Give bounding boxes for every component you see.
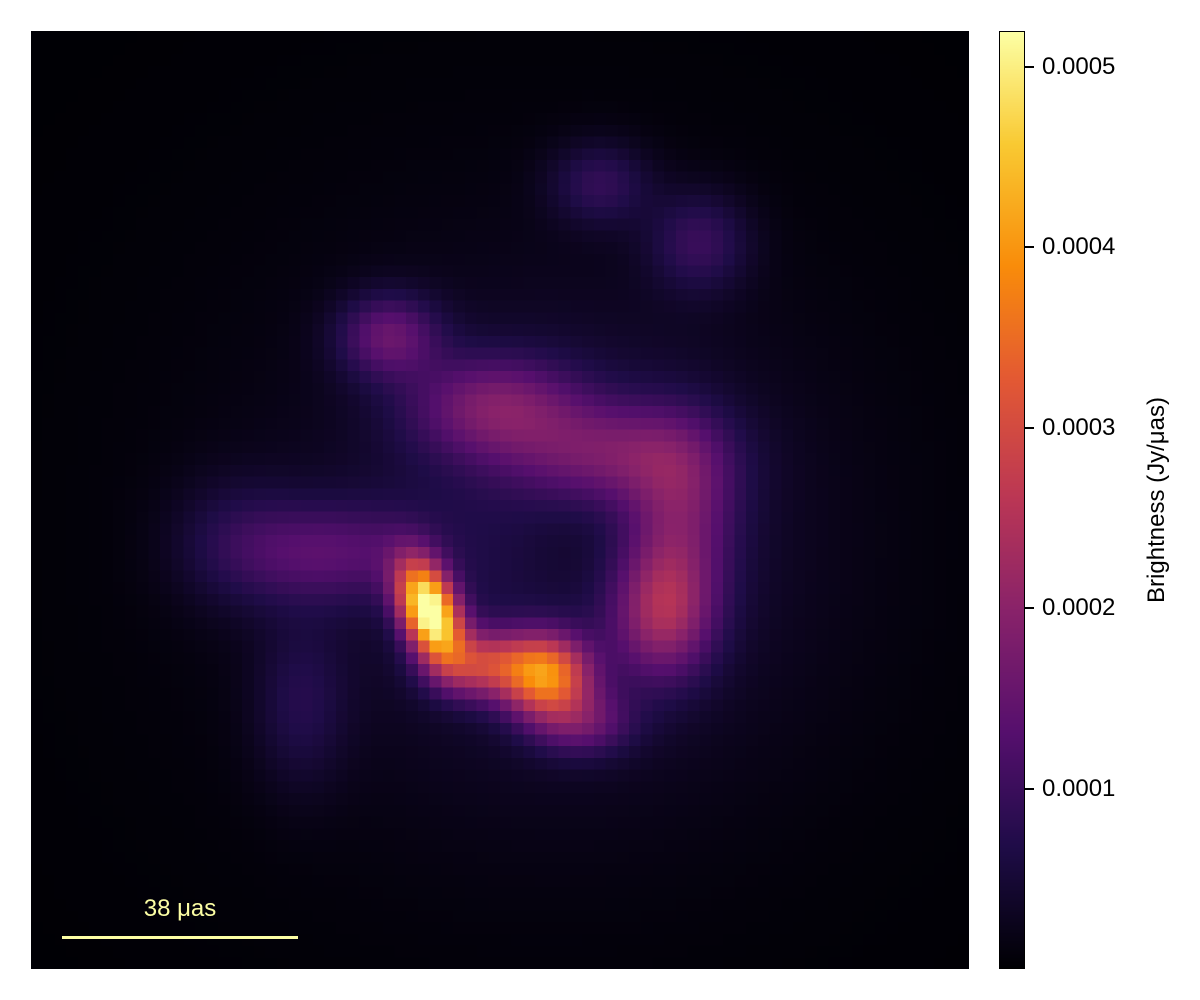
colorbar-tick <box>1025 607 1034 610</box>
scale-bar <box>62 936 298 939</box>
brightness-image: 38 μas <box>31 31 969 969</box>
colorbar-tick-label: 0.0004 <box>1042 233 1116 261</box>
scale-bar-label: 38 μas <box>143 895 217 922</box>
colorbar-tick <box>1025 787 1034 790</box>
colorbar-tick <box>1025 246 1034 249</box>
colorbar-tick-label: 0.0005 <box>1042 53 1116 81</box>
brightness-map-canvas <box>31 31 969 969</box>
colorbar-tick <box>1025 426 1034 429</box>
colorbar-tick-label: 0.0003 <box>1042 413 1116 441</box>
colorbar <box>999 31 1025 969</box>
colorbar-title: Brightness (Jy/μas) <box>1143 397 1170 603</box>
colorbar-tick-label: 0.0001 <box>1042 774 1116 802</box>
colorbar-tick <box>1025 66 1034 69</box>
colorbar-tick-label: 0.0002 <box>1042 594 1116 622</box>
